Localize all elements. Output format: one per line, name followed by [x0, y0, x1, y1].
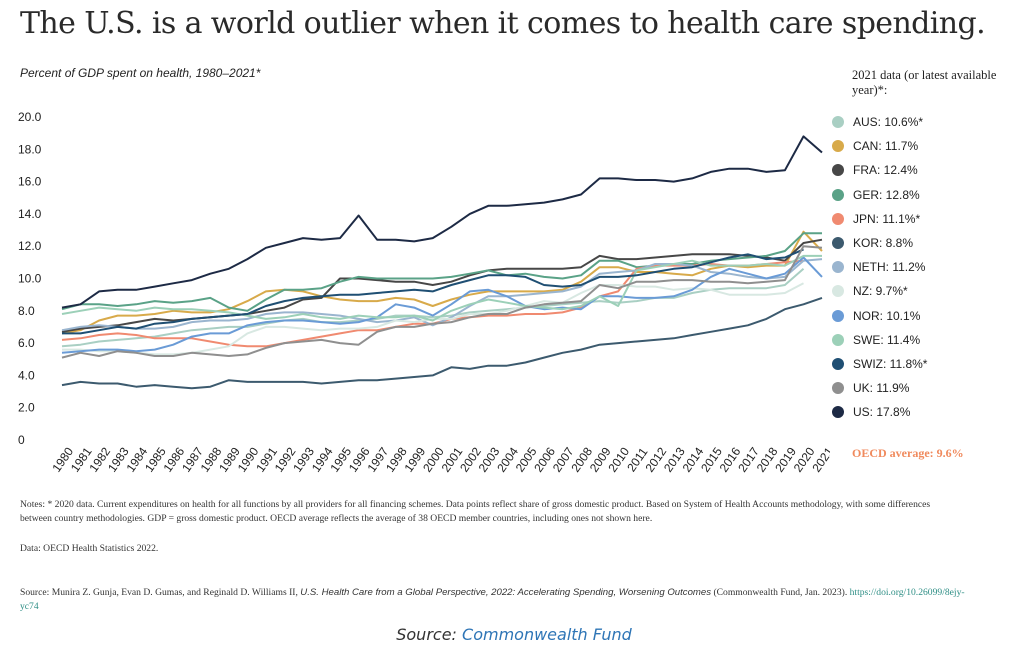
legend-label: FRA: 12.4% — [853, 163, 918, 178]
y-tick-label: 0 — [18, 433, 25, 447]
legend-item-fra: FRA: 12.4% — [832, 158, 1022, 182]
legend-item-swe: SWE: 11.4% — [832, 328, 1022, 352]
series-line-can — [61, 230, 823, 335]
legend-item-nor: NOR: 10.1% — [832, 304, 1022, 328]
legend-swatch — [832, 382, 844, 395]
legend-item-jpn: JPN: 11.1%* — [832, 207, 1022, 231]
legend-item-nz: NZ: 9.7%* — [832, 279, 1022, 303]
source-prefix: Source: Munira Z. Gunja, Evan D. Gumas, … — [20, 587, 301, 598]
y-tick-label: 8.0 — [18, 304, 35, 318]
legend-label: NOR: 10.1% — [853, 308, 921, 323]
y-tick-label: 16.0 — [18, 175, 42, 189]
caption-prefix: Source: — [396, 625, 463, 644]
legend-label: AUS: 10.6%* — [853, 115, 924, 130]
legend-swatch — [832, 140, 844, 153]
legend-label: KOR: 8.8% — [853, 236, 914, 251]
source-doi-link[interactable]: https://doi.org/10.26099/8ejy-yc74 — [20, 587, 965, 612]
legend-item-us: US: 17.8% — [832, 400, 1022, 424]
legend-swatch — [832, 333, 844, 346]
series-line-nor — [61, 256, 823, 354]
legend-swatch — [832, 116, 844, 129]
data-source: Data: OECD Health Statistics 2022. — [20, 543, 159, 554]
legend-label: JPN: 11.1%* — [853, 211, 921, 226]
y-tick-label: 14.0 — [18, 207, 42, 221]
legend-swatch — [832, 406, 844, 419]
source-title: U.S. Health Care from a Global Perspecti… — [300, 587, 712, 598]
legend-swatch — [832, 357, 844, 370]
source-suffix: (Commonwealth Fund, Jan. 2023). — [711, 587, 850, 598]
legend-swatch — [832, 212, 844, 225]
chart-subtitle: Percent of GDP spent on health, 1980–202… — [20, 66, 261, 80]
oecd-average-note: OECD average: 9.6% — [852, 446, 964, 460]
series-line-uk — [61, 245, 823, 359]
y-tick-label: 12.0 — [18, 239, 42, 253]
legend-heading: 2021 data (or latest available year)*: — [852, 68, 997, 97]
legend-label: UK: 11.9% — [853, 381, 910, 396]
legend-label: SWE: 11.4% — [853, 332, 921, 347]
line-chart: 02.04.06.08.010.012.014.016.018.020.0 19… — [18, 110, 830, 475]
series-line-swiz — [62, 248, 804, 335]
legend: AUS: 10.6%* CAN: 11.7% FRA: 12.4% GER: 12.8… — [832, 110, 1022, 424]
y-tick-label: 10.0 — [18, 272, 42, 286]
legend-item-swiz: SWIZ: 11.8%* — [832, 352, 1022, 376]
legend-label: CAN: 11.7% — [853, 139, 919, 154]
legend-item-ger: GER: 12.8% — [832, 183, 1022, 207]
chart-title: The U.S. is a world outlier when it come… — [20, 6, 986, 41]
legend-label: SWIZ: 11.8%* — [853, 356, 928, 371]
legend-item-aus: AUS: 10.6%* — [832, 110, 1022, 134]
series-line-us — [61, 135, 823, 309]
series-line-swe — [61, 254, 822, 322]
series-line-aus — [61, 268, 805, 348]
legend-swatch — [832, 188, 844, 201]
legend-item-kor: KOR: 8.8% — [832, 231, 1022, 255]
legend-item-neth: NETH: 11.2% — [832, 255, 1022, 279]
legend-swatch — [832, 237, 844, 250]
series-line-kor — [61, 296, 823, 390]
series-line-ger — [61, 232, 822, 312]
y-tick-label: 4.0 — [18, 368, 35, 382]
source-citation: Source: Munira Z. Gunja, Evan D. Gumas, … — [20, 586, 970, 613]
legend-label: US: 17.8% — [853, 405, 911, 420]
legend-swatch — [832, 261, 844, 274]
y-tick-label: 2.0 — [18, 401, 35, 415]
legend-swatch — [832, 164, 844, 177]
legend-label: NETH: 11.2% — [853, 260, 926, 275]
y-tick-label: 6.0 — [18, 336, 35, 350]
legend-swatch — [832, 309, 844, 322]
legend-label: GER: 12.8% — [853, 187, 920, 202]
legend-item-uk: UK: 11.9% — [832, 376, 1022, 400]
y-tick-label: 20.0 — [18, 110, 42, 124]
legend-item-can: CAN: 11.7% — [832, 134, 1022, 158]
caption-source-link[interactable]: Commonwealth Fund — [462, 625, 632, 644]
y-tick-label: 18.0 — [18, 142, 42, 156]
legend-label: NZ: 9.7%* — [853, 284, 908, 299]
image-caption: Source: Commonwealth Fund — [0, 625, 1028, 644]
notes: Notes: * 2020 data. Current expenditures… — [20, 499, 931, 524]
legend-swatch — [832, 285, 844, 298]
